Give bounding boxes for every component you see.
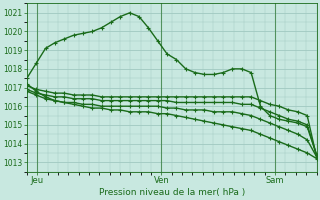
X-axis label: Pression niveau de la mer( hPa ): Pression niveau de la mer( hPa ) bbox=[99, 188, 245, 197]
